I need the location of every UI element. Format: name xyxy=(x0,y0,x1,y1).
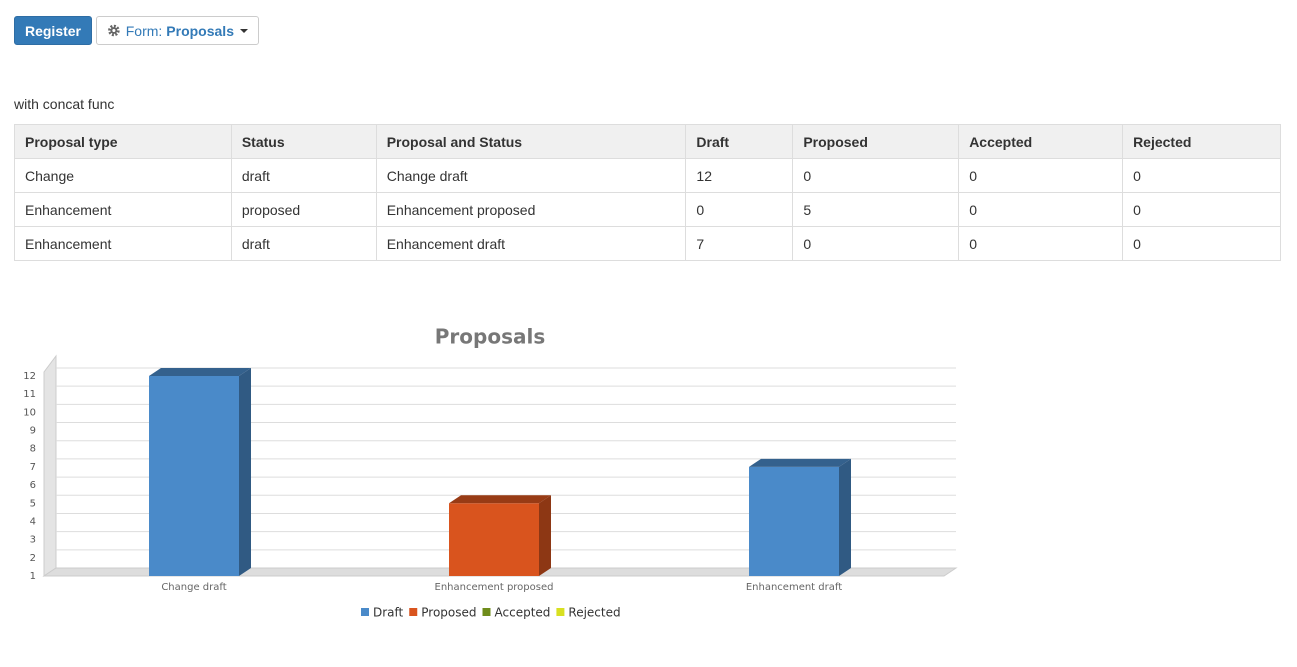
bar-front xyxy=(749,466,839,576)
form-dropdown[interactable]: Form: Proposals xyxy=(96,16,259,45)
table-cell: 7 xyxy=(685,226,794,261)
legend-label: Rejected xyxy=(568,606,620,620)
y-tick-label: 5 xyxy=(30,498,36,509)
x-tick-label: Enhancement proposed xyxy=(435,582,554,593)
caption: with concat func xyxy=(14,96,115,112)
table-cell: 0 xyxy=(685,192,794,227)
table-cell: 0 xyxy=(958,158,1124,193)
bar xyxy=(749,458,851,576)
bar-front xyxy=(449,503,539,576)
table-cell: 0 xyxy=(792,158,960,193)
y-tick-label: 2 xyxy=(30,553,36,564)
legend-swatch xyxy=(409,608,418,616)
table-cell: 12 xyxy=(685,158,794,193)
legend-label: Proposed xyxy=(421,606,476,620)
legend-swatch xyxy=(556,608,565,616)
table-row: Enhancement proposed Enhancement proposed 0… xyxy=(14,192,1281,227)
table-cell: Enhancement proposed xyxy=(375,192,687,227)
y-tick-label: 4 xyxy=(30,516,36,527)
legend-swatch xyxy=(482,608,491,616)
table-cell: 0 xyxy=(1122,226,1281,261)
data-table: Proposal type Status Proposal and Status Dr… xyxy=(14,124,1281,261)
column-header: Proposal type xyxy=(14,124,232,159)
column-header: Status xyxy=(230,124,377,159)
legend-label: Accepted xyxy=(495,606,551,620)
bar-top xyxy=(749,458,851,467)
table-cell: 0 xyxy=(1122,158,1281,193)
table-row: Enhancement draft Enhancement draft 7 0 0 0 xyxy=(14,226,1281,261)
bar-side xyxy=(539,495,551,576)
table-cell: Enhancement xyxy=(14,226,232,261)
y-tick-label: 9 xyxy=(30,426,36,437)
table-cell: 0 xyxy=(1122,192,1281,227)
caret xyxy=(240,28,248,33)
y-tick-label: 11 xyxy=(23,389,36,400)
x-tick-label: Change draft xyxy=(161,582,226,593)
bar-side xyxy=(239,368,251,576)
form-label: Form: xyxy=(125,22,163,39)
column-header: Accepted xyxy=(958,124,1124,159)
bar xyxy=(149,368,251,576)
table-cell: Change draft xyxy=(375,158,687,193)
table-cell: draft xyxy=(230,226,377,261)
table-cell: proposed xyxy=(230,192,377,227)
table-cell: Change xyxy=(14,158,232,193)
y-tick-label: 8 xyxy=(30,444,36,455)
form-name: Proposals xyxy=(166,22,234,39)
table-cell: Enhancement draft xyxy=(375,226,687,261)
table-cell: draft xyxy=(230,158,377,193)
table-row: Change draft Change draft 12 0 0 0 xyxy=(14,158,1281,193)
chart-title: Proposals xyxy=(435,325,545,349)
y-tick-label: 7 xyxy=(30,462,36,473)
table-cell: 0 xyxy=(958,226,1124,261)
y-tick-label: 3 xyxy=(30,535,36,546)
bar-top xyxy=(449,495,551,504)
table-cell: 0 xyxy=(958,192,1124,227)
x-tick-label: Enhancement draft xyxy=(746,582,842,593)
column-header: Draft xyxy=(685,124,794,159)
gear-icon xyxy=(108,24,120,37)
column-header: Rejected xyxy=(1122,124,1281,159)
legend-label: Draft xyxy=(373,606,404,620)
y-tick-label: 1 xyxy=(30,571,36,582)
side-wall xyxy=(43,354,57,577)
bar-top xyxy=(149,368,251,376)
bar-side xyxy=(839,458,851,576)
table-cell: 5 xyxy=(792,192,960,227)
bar xyxy=(449,495,551,576)
bar-front xyxy=(149,376,239,576)
column-header: Proposed xyxy=(792,124,960,159)
table-cell: Enhancement xyxy=(14,192,232,227)
table-cell: 0 xyxy=(792,226,960,261)
y-tick-label: 10 xyxy=(23,407,36,418)
y-tick-label: 6 xyxy=(30,480,36,491)
legend-swatch xyxy=(361,608,369,616)
register-button[interactable]: Register xyxy=(14,16,92,45)
y-tick-label: 12 xyxy=(23,371,36,382)
column-header: Proposal and Status xyxy=(375,124,687,159)
